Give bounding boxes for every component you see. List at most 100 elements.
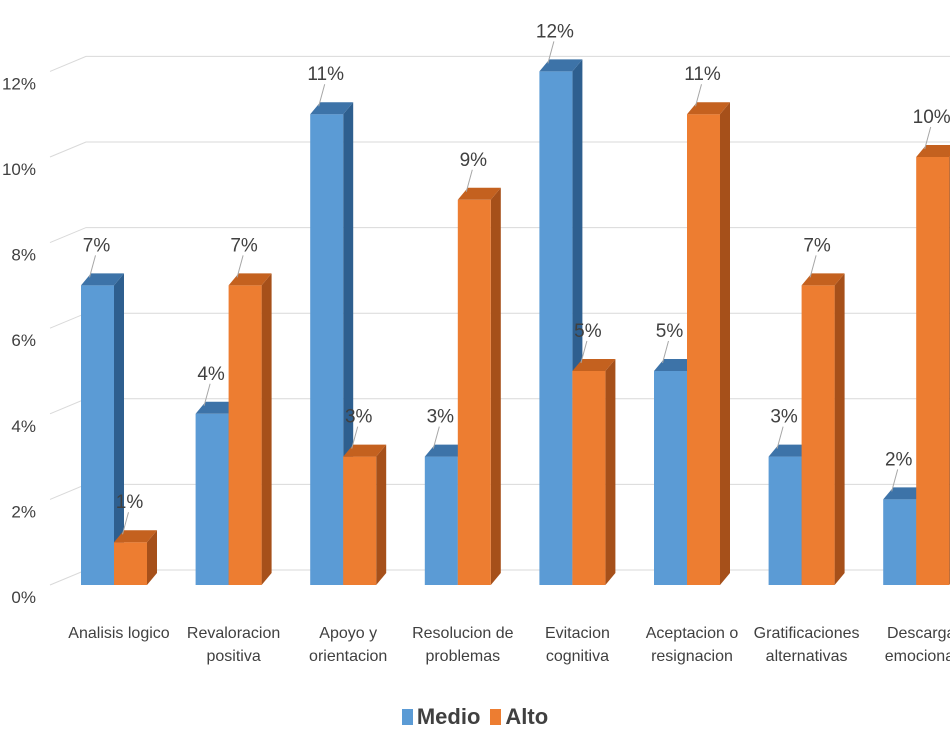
- data-label: 12%: [536, 21, 574, 42]
- data-label: 7%: [83, 235, 111, 256]
- bar-front: [801, 285, 835, 585]
- bar-alto: [916, 145, 950, 585]
- bar-front: [81, 285, 114, 585]
- bar-top: [539, 59, 583, 72]
- bar-alto: [801, 273, 845, 585]
- data-label: 5%: [574, 321, 602, 342]
- bar-front: [114, 542, 147, 585]
- x-tick-label: Gratificaciones alternativas: [754, 625, 860, 665]
- leader-line: [924, 126, 932, 150]
- data-label: 7%: [803, 235, 831, 256]
- leader-line: [776, 426, 784, 449]
- leader-line: [695, 84, 702, 107]
- x-tick-label: Resolucion de problemas: [412, 625, 514, 665]
- bar-front: [883, 499, 917, 585]
- bar-top: [343, 444, 387, 457]
- gridline: [49, 141, 950, 158]
- leader-line: [465, 169, 473, 192]
- x-tick-label: Apoyo y orientacion: [309, 625, 387, 665]
- y-tick-label: 12%: [2, 74, 36, 93]
- data-label: 5%: [656, 321, 684, 342]
- x-axis-tick-labels: Analisis logico Revaloracion positiva Apoyo…: [68, 625, 950, 665]
- bar-front: [687, 114, 720, 585]
- leader-line: [809, 255, 817, 278]
- bar-front: [457, 199, 491, 586]
- data-label: 1%: [116, 492, 144, 513]
- x-tick-label: Aceptacion o resignacion: [646, 625, 739, 665]
- bar-alto: [572, 359, 616, 585]
- gridline: [49, 55, 950, 72]
- x-tick-label: Revaloracion positiva: [187, 625, 280, 665]
- legend-item-medio: Medio: [401, 704, 481, 730]
- bar-front: [228, 285, 262, 585]
- leader-line: [236, 255, 244, 278]
- bar-top: [424, 444, 468, 457]
- leader-line: [89, 255, 96, 278]
- bar-top: [654, 359, 697, 371]
- y-tick-label: 8%: [11, 246, 36, 265]
- bar-side: [720, 102, 730, 585]
- leader-line: [122, 512, 129, 535]
- bar-medio: [81, 273, 124, 585]
- bar-top: [457, 187, 501, 200]
- leader-line: [351, 426, 359, 449]
- bar-side: [261, 273, 272, 585]
- gridline: [49, 227, 950, 244]
- bar-top: [310, 102, 354, 115]
- legend-item-alto: Alto: [490, 704, 548, 730]
- data-label: 2%: [885, 449, 913, 470]
- legend: Medio Alto: [0, 702, 950, 732]
- data-label: 9%: [460, 150, 488, 171]
- legend-label-medio: Medio: [416, 704, 481, 729]
- data-label: 4%: [197, 364, 225, 385]
- y-tick-label: 0%: [11, 588, 36, 607]
- bar-medio: [539, 59, 583, 585]
- bar-front: [310, 114, 344, 585]
- legend-swatch-alto: [490, 709, 502, 725]
- data-label: 3%: [345, 407, 373, 428]
- data-label: 3%: [427, 407, 455, 428]
- data-label: 11%: [307, 64, 344, 85]
- y-tick-label: 2%: [11, 502, 36, 521]
- bar-side: [147, 530, 157, 585]
- bar-side: [114, 273, 124, 585]
- x-tick-label: Evitacion cognitiva: [545, 625, 610, 665]
- leader-line: [203, 383, 211, 406]
- bar-top: [768, 444, 812, 457]
- x-tick-label: Descargaemocional: [885, 625, 950, 665]
- y-axis-tick-labels: 0% 2% 4% 6% 8% 10% 12%: [2, 74, 36, 607]
- bar-front: [768, 456, 802, 585]
- bar-side: [605, 359, 616, 585]
- leader-line: [432, 426, 440, 449]
- legend-label-alto: Alto: [505, 704, 549, 729]
- bar-top: [572, 359, 616, 371]
- y-tick-label: 10%: [2, 160, 36, 179]
- bar-top: [228, 273, 272, 286]
- leader-line: [891, 469, 899, 492]
- data-labels: 7% 1% 4% 7% 11% 3% 3% 9% 12% 5% 5% 11% 3% 7% 2% 10%: [83, 21, 950, 535]
- legend-swatch-medio: [401, 709, 413, 725]
- bar-alto: [114, 530, 157, 585]
- bar-top: [801, 273, 845, 286]
- bar-front: [916, 157, 950, 585]
- bar-alto: [687, 102, 730, 585]
- data-label: 7%: [230, 235, 258, 256]
- bar-side: [490, 187, 501, 586]
- bar-alto: [457, 187, 501, 586]
- bar-top: [687, 102, 730, 115]
- bars: [81, 59, 950, 586]
- bar-side: [834, 273, 845, 585]
- leader-line: [318, 84, 326, 107]
- leader-line: [580, 340, 588, 364]
- y-tick-label: 6%: [11, 331, 36, 350]
- bar-top: [195, 401, 239, 414]
- bar-top: [81, 273, 124, 286]
- bar-side: [376, 444, 387, 585]
- x-tick-label: Analisis logico: [68, 625, 169, 642]
- bar-front: [654, 371, 687, 585]
- bar-top: [916, 145, 950, 157]
- data-label: 3%: [770, 407, 798, 428]
- bar-alto: [228, 273, 272, 585]
- leader-line: [547, 41, 555, 64]
